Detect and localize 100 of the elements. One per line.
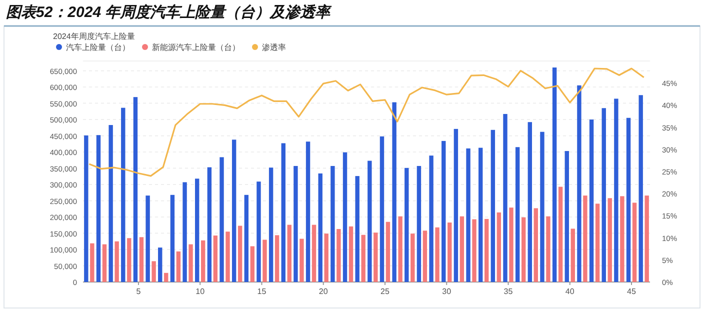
bar <box>114 241 119 282</box>
bar <box>380 136 384 282</box>
bar <box>361 234 366 282</box>
bar <box>90 243 94 282</box>
bar <box>496 212 502 282</box>
bar <box>127 238 132 282</box>
bar <box>306 142 310 282</box>
bar <box>583 196 588 282</box>
bar <box>294 166 298 282</box>
bar <box>238 226 242 282</box>
bar <box>454 128 458 282</box>
bar <box>608 198 612 282</box>
x-tick-label: 15 <box>257 287 267 296</box>
bar <box>558 186 563 282</box>
bar <box>182 182 187 282</box>
bar <box>188 244 193 282</box>
bar <box>386 222 390 282</box>
bar <box>589 120 594 282</box>
bar <box>201 240 206 282</box>
bar <box>207 167 212 282</box>
bar <box>226 232 230 282</box>
bar <box>398 216 402 282</box>
bar <box>139 237 144 282</box>
bar <box>638 95 643 282</box>
bar <box>422 230 428 282</box>
x-tick-label: 40 <box>565 287 575 296</box>
legend-label: 新能源汽车上险量（台） <box>152 43 240 52</box>
bar <box>220 157 224 282</box>
bar <box>534 208 538 282</box>
bar <box>442 140 446 282</box>
bar <box>152 261 156 282</box>
bar <box>324 234 328 282</box>
chart-subtitle: 2024年周度汽车上险量 <box>53 32 135 41</box>
bar <box>570 228 575 282</box>
bar <box>287 224 292 282</box>
x-tick-label: 10 <box>196 287 206 296</box>
bar <box>312 224 316 282</box>
bar <box>626 118 631 282</box>
bar <box>330 166 335 282</box>
bar <box>281 143 286 282</box>
bar <box>256 182 261 282</box>
bar <box>274 235 280 282</box>
bar <box>478 148 483 282</box>
bar <box>410 234 415 282</box>
bar <box>244 194 248 282</box>
chart-title: 图表52：2024 年周度汽车上险量（台）及渗透率 <box>6 3 332 21</box>
bar <box>429 156 434 282</box>
bar <box>195 178 200 282</box>
bar <box>466 148 470 282</box>
bar <box>84 135 88 282</box>
legend-label: 渗透率 <box>262 43 286 52</box>
bar <box>552 68 557 282</box>
bar <box>644 196 649 282</box>
bar <box>146 196 150 282</box>
bar <box>546 216 550 282</box>
bar <box>577 85 582 282</box>
bar <box>620 196 624 282</box>
bar <box>250 246 254 282</box>
bar <box>614 98 618 282</box>
bar <box>528 122 532 282</box>
bar <box>318 173 322 282</box>
bar <box>158 248 162 282</box>
bar <box>368 160 372 282</box>
bar <box>164 272 168 282</box>
bar <box>490 130 496 282</box>
bar <box>96 135 101 282</box>
bar <box>435 227 440 282</box>
bar <box>509 208 514 282</box>
bar <box>392 102 396 282</box>
bar <box>268 168 274 282</box>
x-tick-label: 25 <box>380 287 390 296</box>
bar <box>595 204 600 282</box>
bar <box>300 238 304 282</box>
bar <box>416 166 422 282</box>
bar <box>540 132 544 282</box>
x-tick-label: 5 <box>136 287 142 296</box>
bar <box>348 226 354 282</box>
bar <box>108 125 113 282</box>
bar <box>213 236 218 282</box>
line-series <box>88 68 645 177</box>
bar <box>484 218 489 282</box>
bar <box>102 244 107 282</box>
bar <box>503 114 508 282</box>
bar <box>460 216 464 282</box>
bar <box>355 176 360 282</box>
legend-label: 汽车上险量（台） <box>66 43 130 52</box>
bar <box>602 108 606 282</box>
x-tick-label: 45 <box>627 287 637 296</box>
bar <box>515 147 520 282</box>
bar <box>170 194 175 282</box>
bar <box>121 108 126 282</box>
bar <box>632 202 637 282</box>
bar <box>404 168 409 282</box>
x-tick-label: 20 <box>318 287 328 296</box>
bar <box>448 222 452 282</box>
bar <box>336 229 341 282</box>
bar <box>232 140 236 282</box>
bar <box>374 232 378 282</box>
bar <box>521 217 526 282</box>
x-tick-label: 35 <box>504 287 514 296</box>
